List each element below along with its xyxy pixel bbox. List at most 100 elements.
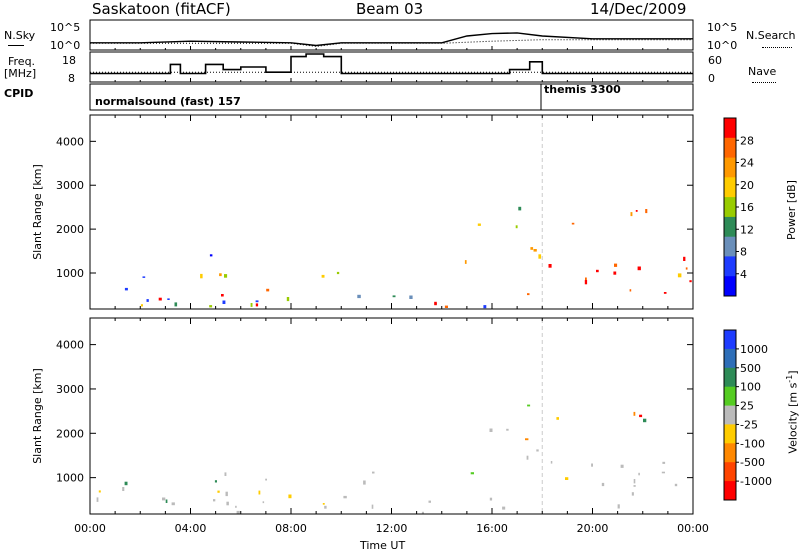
velocity-colorbar-segment — [724, 386, 736, 407]
velocity-colorbar-tick-label: -100 — [740, 437, 765, 450]
velocity-colorbar-segment — [724, 330, 736, 350]
scatter-cell — [336, 271, 340, 275]
scatter-cell — [638, 472, 640, 476]
power-colorbar-segment — [724, 197, 736, 218]
nsearch-tick-bottom: 10^0 — [707, 39, 738, 52]
scatter-cell — [200, 273, 203, 279]
scatter-cell — [214, 480, 217, 483]
scatter-cell — [526, 455, 529, 460]
scatter-cell — [209, 305, 213, 308]
scatter-cell — [533, 249, 537, 252]
scatter-cell — [226, 501, 229, 506]
scatter-cell — [530, 247, 534, 250]
scatter-cell — [674, 483, 678, 487]
scatter-cell — [363, 480, 366, 485]
nave-tick-top: 60 — [708, 54, 722, 67]
scatter-cell — [174, 302, 178, 307]
velocity-colorbar-tick-label: 100 — [740, 381, 761, 394]
scatter-cell — [165, 499, 168, 503]
scatter-cell — [372, 471, 375, 474]
scatter-cell — [502, 506, 506, 510]
scatter-cell — [224, 274, 228, 278]
velocity-colorbar-segment — [724, 443, 736, 463]
velocity-colorbar-label: Velocity [m s-1] — [785, 370, 800, 453]
scatter-cell — [639, 414, 643, 418]
cpid-mode-0: normalsound (fast) 157 — [95, 95, 241, 108]
scatter-cell — [584, 280, 588, 285]
velocity-colorbar-tick-label: -25 — [740, 418, 758, 431]
power-colorbar-label: Power [dB] — [785, 180, 798, 240]
scatter-cell — [637, 266, 641, 271]
scatter-cell — [556, 417, 559, 420]
scatter-cell — [255, 303, 259, 307]
scatter-cell — [124, 287, 128, 291]
y-tick-label: 2000 — [56, 223, 84, 236]
scatter-cell — [122, 487, 125, 491]
power-colorbar-segment — [724, 137, 736, 159]
scatter-cell — [506, 428, 509, 431]
scatter-cell — [585, 277, 587, 281]
y-tick-label: 4000 — [56, 339, 84, 352]
scatter-cell — [645, 209, 648, 214]
power-colorbar-segment — [724, 216, 736, 238]
velocity-colorbar-segment — [724, 481, 736, 501]
scatter-cell — [96, 497, 99, 502]
scatter-cell — [217, 490, 220, 493]
scatter-cell — [617, 504, 620, 509]
y-tick-label: 4000 — [56, 135, 84, 148]
nsearch-label: N.Search — [746, 29, 796, 42]
nsky-label: N.Sky — [4, 29, 36, 42]
nave-tick-bottom: 0 — [708, 72, 715, 85]
scatter-cell — [662, 461, 666, 464]
scatter-cell — [601, 482, 605, 487]
power-colorbar-segment — [724, 118, 736, 139]
x-tick-label: 20:00 — [577, 522, 609, 535]
velocity-colorbar-segment — [724, 424, 736, 444]
scatter-cell — [235, 505, 237, 508]
date-label: 14/Dec/2009 — [590, 0, 687, 18]
scatter-cell — [631, 492, 634, 496]
power-colorbar-segment — [724, 276, 736, 297]
velocity-colorbar-label-close: ] — [786, 370, 800, 375]
velocity-colorbar-label-unit: [m s — [786, 382, 800, 407]
scatter-cell — [428, 500, 431, 503]
power-colorbar-segment — [724, 177, 736, 198]
scatter-cell — [98, 490, 101, 493]
scatter-cell — [221, 294, 224, 297]
power-colorbar-tick-label: 20 — [740, 179, 754, 192]
scatter-cell — [236, 510, 240, 514]
scatter-cell — [219, 273, 222, 277]
scatter-cell — [224, 472, 227, 476]
scatter-cell — [209, 254, 213, 257]
scatter-cell — [321, 274, 325, 278]
scatter-cell — [140, 304, 143, 307]
y-tick-label: 1000 — [56, 267, 84, 280]
nsky-underline — [8, 45, 24, 46]
velocity-colorbar-segment — [724, 367, 736, 388]
scatter-cell — [689, 280, 692, 283]
velocity-colorbar-tick-label: 1000 — [740, 343, 768, 356]
nsearch-tick-top: 10^5 — [707, 21, 738, 34]
power-colorbar-segment — [724, 256, 736, 277]
velocity-colorbar-segment — [724, 405, 736, 425]
scatter-cell — [536, 449, 539, 452]
scatter-cell — [633, 411, 636, 416]
scatter-cell — [483, 305, 487, 309]
y-tick-label: 1000 — [56, 472, 84, 485]
x-tick-label: 16:00 — [476, 522, 508, 535]
velocity-colorbar-tick-label: 25 — [740, 400, 754, 413]
scatter-cell — [629, 289, 632, 292]
cpid-panel-frame — [89, 83, 694, 111]
velocity-colorbar-segment — [724, 348, 736, 369]
scatter-cell — [633, 479, 636, 484]
scatter-cell — [255, 300, 259, 303]
scatter-cell — [550, 461, 553, 464]
velocity-colorbar-frame — [723, 329, 737, 501]
scatter-cell — [324, 505, 327, 509]
scatter-cell — [643, 418, 647, 423]
scatter-cell — [489, 497, 493, 501]
power-colorbar-tick-label: 8 — [740, 246, 747, 259]
power-colorbar-tick-label: 16 — [740, 201, 754, 214]
scatter-cell — [663, 292, 667, 294]
freq-label: Freq. — [8, 55, 36, 68]
